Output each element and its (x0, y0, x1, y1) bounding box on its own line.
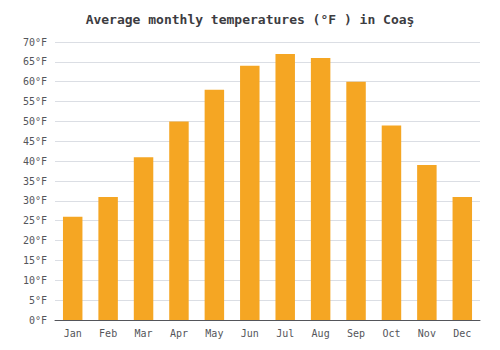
svg-text:30°F: 30°F (23, 195, 47, 206)
svg-text:10°F: 10°F (23, 275, 47, 286)
svg-text:Feb: Feb (99, 328, 117, 339)
svg-text:5°F: 5°F (29, 295, 47, 306)
svg-text:Aug: Aug (312, 328, 330, 339)
svg-text:65°F: 65°F (23, 56, 47, 67)
svg-text:70°F: 70°F (23, 37, 47, 48)
svg-text:Sep: Sep (347, 328, 365, 339)
svg-text:0°F: 0°F (29, 315, 47, 326)
svg-text:55°F: 55°F (23, 96, 47, 107)
svg-text:Jul: Jul (276, 328, 294, 339)
svg-text:20°F: 20°F (23, 235, 47, 246)
svg-text:50°F: 50°F (23, 116, 47, 127)
svg-text:Mar: Mar (135, 328, 153, 339)
svg-text:Average monthly temperatures (: Average monthly temperatures (°F ) in Co… (86, 12, 415, 27)
svg-text:May: May (205, 328, 223, 339)
svg-text:Oct: Oct (382, 328, 400, 339)
svg-text:45°F: 45°F (23, 136, 47, 147)
svg-text:Jun: Jun (241, 328, 259, 339)
svg-text:Apr: Apr (170, 328, 188, 339)
svg-text:Dec: Dec (453, 328, 471, 339)
svg-text:Nov: Nov (418, 328, 436, 339)
svg-text:40°F: 40°F (23, 156, 47, 167)
svg-text:60°F: 60°F (23, 76, 47, 87)
svg-text:35°F: 35°F (23, 176, 47, 187)
svg-text:Jan: Jan (64, 328, 82, 339)
svg-text:15°F: 15°F (23, 255, 47, 266)
svg-text:25°F: 25°F (23, 215, 47, 226)
